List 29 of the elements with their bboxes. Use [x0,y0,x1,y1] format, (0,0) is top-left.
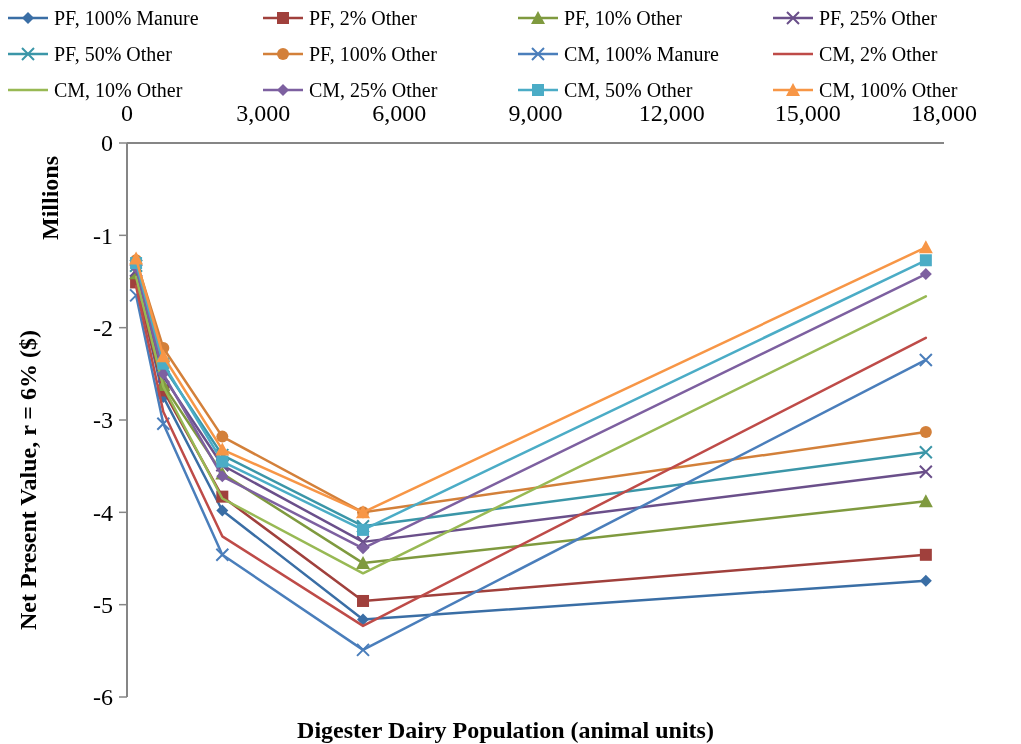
x-tick-label: 12,000 [638,100,705,127]
legend-label: PF, 25% Other [819,7,938,29]
x-tick-label: 18,000 [911,100,977,127]
x-tick-label: 0 [121,100,133,127]
legend-label: PF, 10% Other [564,7,683,29]
legend-label: CM, 100% Manure [564,43,720,65]
legend-label: CM, 100% Other [819,79,958,101]
y-tick-label: -4 [93,499,113,526]
y-tick-label: -3 [93,407,113,434]
legend-label: CM, 50% Other [564,79,693,101]
legend-label: PF, 50% Other [54,43,173,65]
y-tick-label: -2 [93,315,113,342]
legend-label: PF, 100% Other [309,43,438,65]
legend-label: CM, 10% Other [54,79,183,101]
y-tick-label: 0 [101,130,113,157]
legend-label: PF, 100% Manure [54,7,199,29]
y-axis-title: Net Present Value, r = 6% ($) [15,329,41,631]
x-tick-label: 3,000 [236,100,291,127]
y-tick-label: -5 [93,592,113,619]
legend-label: CM, 2% Other [819,43,938,65]
y-tick-label: -6 [93,684,113,711]
legend-label: PF, 2% Other [309,7,418,29]
x-tick-label: 15,000 [774,100,841,127]
x-tick-label: 6,000 [372,100,427,127]
legend-label: CM, 25% Other [309,79,438,101]
x-tick-label: 9,000 [508,100,563,127]
text: Millions [37,155,63,241]
y-tick-label: -1 [93,222,113,249]
x-axis-title: Digester Dairy Population (animal units) [297,717,714,743]
